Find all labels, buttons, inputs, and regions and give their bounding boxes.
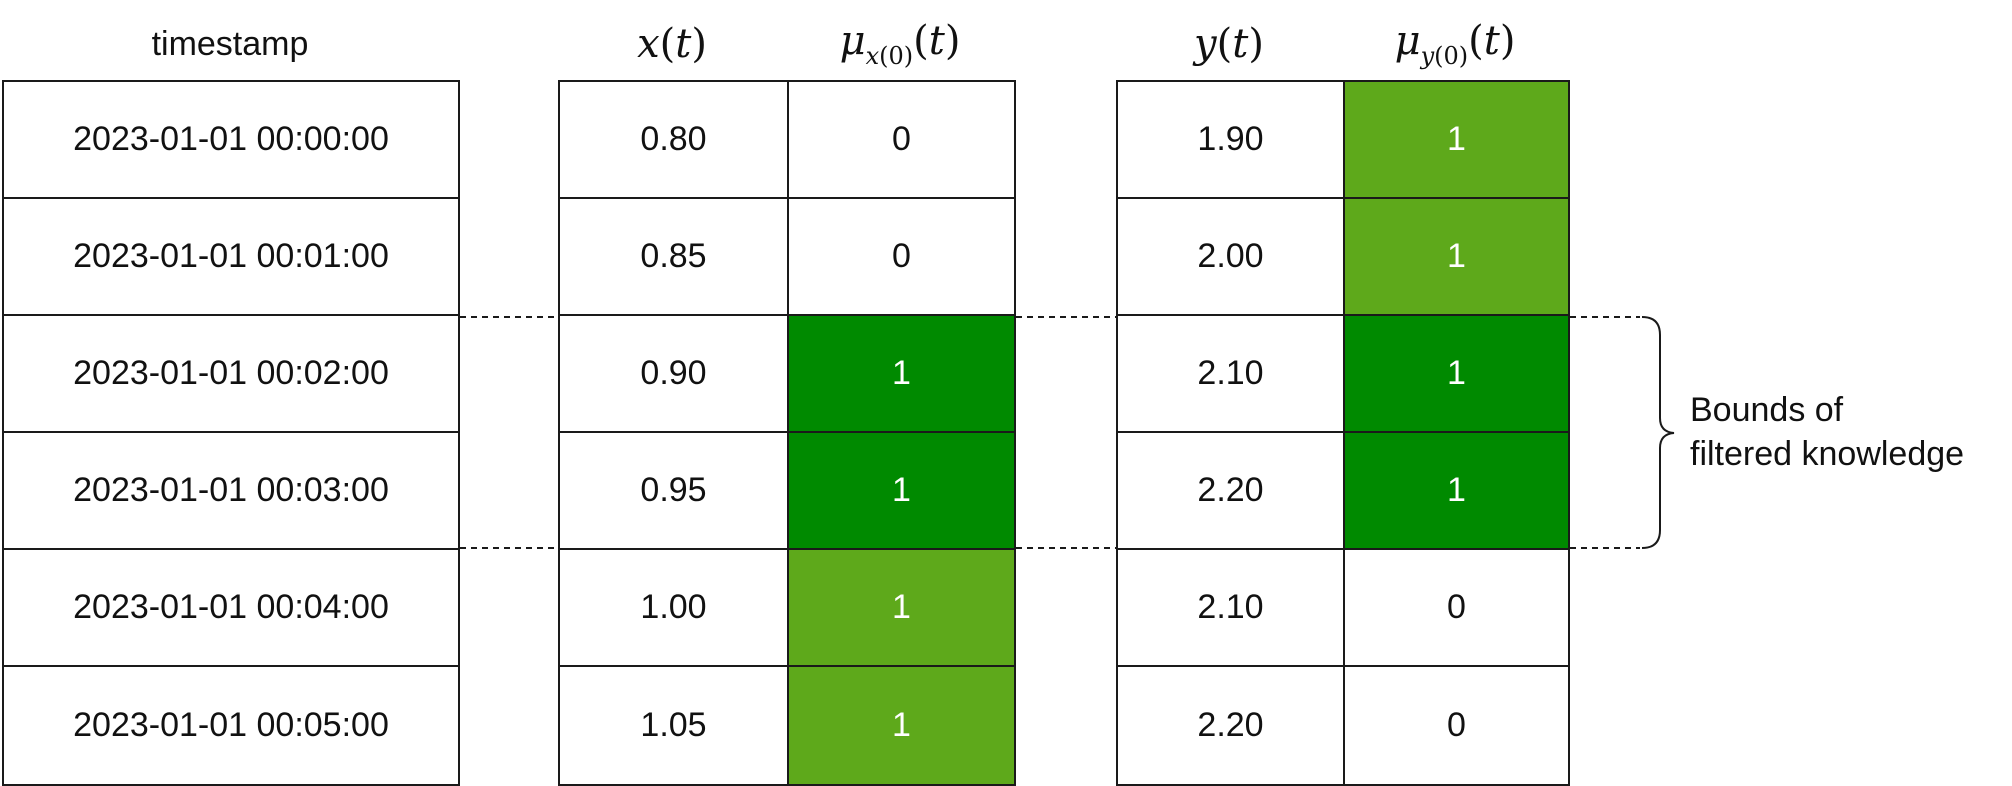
table-row: 2.00 1 [1118,199,1568,316]
timestamp-table: 2023-01-01 00:00:00 2023-01-01 00:01:00 20… [2,80,460,786]
table-row: 0.90 1 [560,316,1014,433]
timestamp-cell: 2023-01-01 00:00:00 [73,120,389,158]
x-value-cell: 0.90 [640,354,707,392]
table-row: 2.20 0 [1118,667,1568,784]
x-value-cell: 0.80 [640,120,707,158]
table-row: 2023-01-01 00:01:00 [4,199,458,316]
x-value-cell: 1.05 [640,706,707,744]
curly-brace [1641,316,1675,549]
bounds-label-line2: filtered knowledge [1690,435,1965,473]
mu-x-cell: 0 [787,82,1014,197]
mu-x-cell: 1 [787,316,1014,431]
y-value-cell: 2.10 [1197,354,1264,392]
y-value-cell: 2.00 [1197,237,1264,275]
table-row: 0.80 0 [560,82,1014,199]
table-row: 0.95 1 [560,433,1014,550]
table-row: 2023-01-01 00:05:00 [4,667,458,784]
table-row: 2023-01-01 00:00:00 [4,82,458,199]
timestamp-cell: 2023-01-01 00:04:00 [73,588,389,626]
header-x: x(t) [637,21,707,67]
table-row: 2023-01-01 00:02:00 [4,316,458,433]
x-table: 0.80 0 0.85 0 0.90 1 0.95 1 1.00 1 1.05 1 [558,80,1016,786]
mu-y-cell: 1 [1343,82,1568,197]
table-row: 1.05 1 [560,667,1014,784]
mu-x-cell: 1 [787,433,1014,548]
table-row: 2.20 1 [1118,433,1568,550]
y-table: 1.90 1 2.00 1 2.10 1 2.20 1 2.10 0 2.20 0 [1116,80,1570,786]
table-row: 1.00 1 [560,550,1014,667]
bounds-label: Bounds of filtered knowledge [1690,388,1964,476]
x-value-cell: 0.85 [640,237,707,275]
header-mu-x: μx(0)(t) [839,18,961,70]
header-timestamp: timestamp [151,24,309,63]
y-value-cell: 2.20 [1197,706,1264,744]
mu-x-cell: 0 [787,199,1014,314]
x-value-cell: 0.95 [640,471,707,509]
timestamp-cell: 2023-01-01 00:03:00 [73,471,389,509]
mu-y-cell: 1 [1343,433,1568,548]
x-value-cell: 1.00 [640,588,707,626]
mu-y-cell: 1 [1343,199,1568,314]
timestamp-cell: 2023-01-01 00:01:00 [73,237,389,275]
mu-x-cell: 1 [787,667,1014,784]
y-value-cell: 2.10 [1197,588,1264,626]
timestamp-cell: 2023-01-01 00:05:00 [73,706,389,744]
bounds-label-line1: Bounds of [1690,391,1844,429]
mu-y-cell: 0 [1343,667,1568,784]
y-value-cell: 2.20 [1197,471,1264,509]
mu-y-cell: 0 [1343,550,1568,665]
table-row: 2023-01-01 00:04:00 [4,550,458,667]
mu-y-cell: 1 [1343,316,1568,431]
header-y: y(t) [1194,21,1264,67]
header-mu-y: μy(0)(t) [1394,18,1516,70]
table-row: 2.10 0 [1118,550,1568,667]
table-row: 2.10 1 [1118,316,1568,433]
table-row: 0.85 0 [560,199,1014,316]
y-value-cell: 1.90 [1197,120,1264,158]
table-row: 2023-01-01 00:03:00 [4,433,458,550]
timestamp-cell: 2023-01-01 00:02:00 [73,354,389,392]
table-row: 1.90 1 [1118,82,1568,199]
mu-x-cell: 1 [787,550,1014,665]
